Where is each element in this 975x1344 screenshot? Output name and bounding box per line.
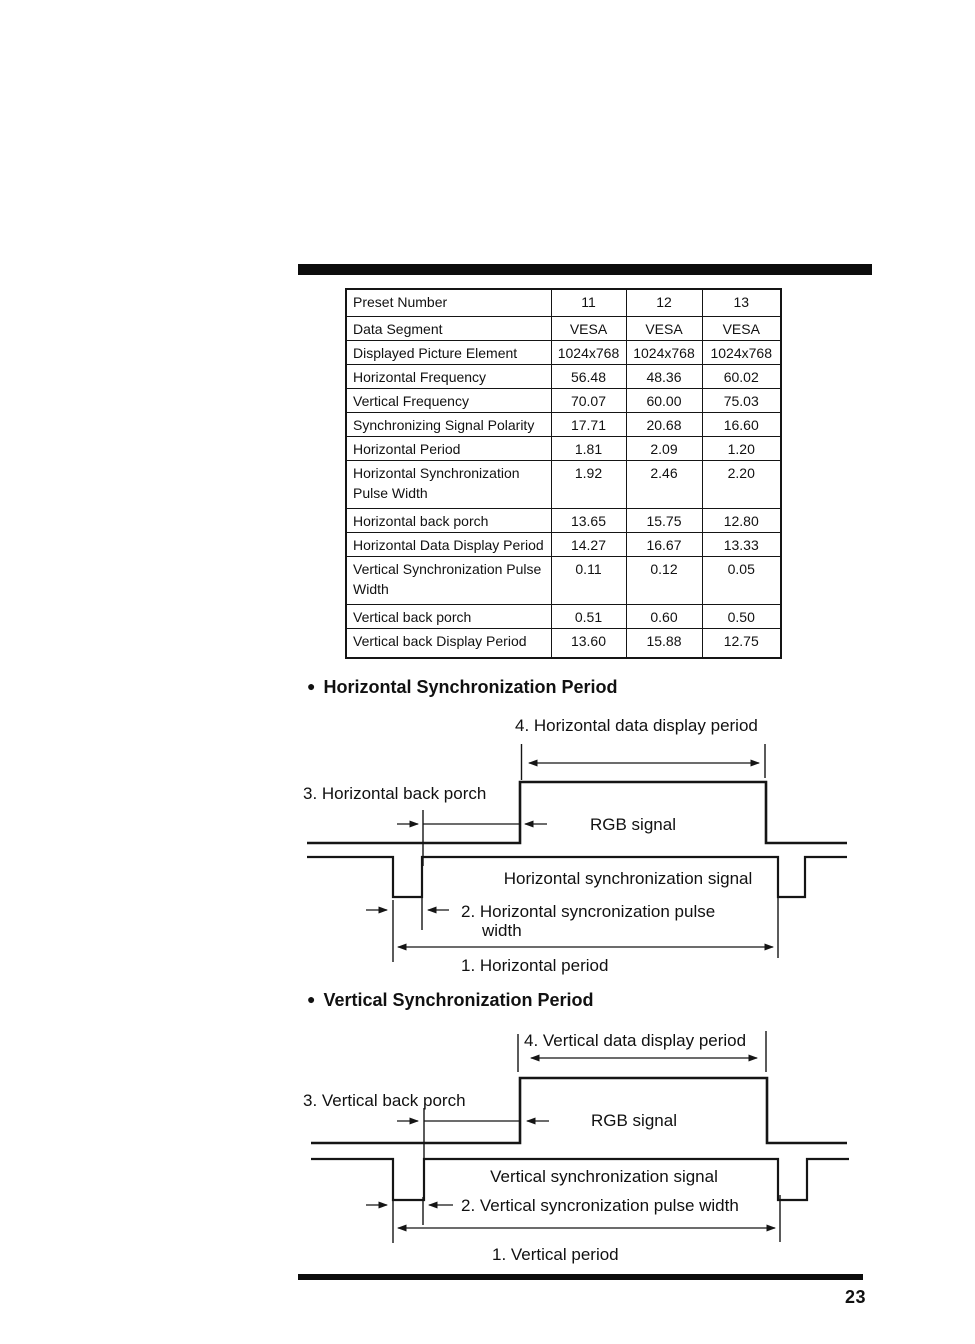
- vertical-sync-diagram: 4. Vertical data display period RGB sign…: [303, 1031, 849, 1264]
- table-cell-label: Horizontal Period: [345, 435, 552, 461]
- bullet-icon: ●: [307, 991, 316, 1007]
- section-heading-vertical: ● Vertical Synchronization Period: [307, 990, 594, 1011]
- table-cell-value: 12.75: [701, 627, 782, 659]
- table-row: Data Segment VESA VESA VESA: [345, 315, 782, 341]
- section-title: Horizontal Synchronization Period: [323, 677, 618, 697]
- table-cell-value: 1024x768: [625, 339, 703, 365]
- label-h-pulse-width-line1: 2. Horizontal syncronization pulse: [461, 902, 715, 921]
- table-cell-value: 15.75: [625, 507, 703, 533]
- table-cell-value: VESA: [550, 315, 627, 341]
- table-cell-value: 2.46: [625, 459, 703, 509]
- table-row: Horizontal Frequency 56.48 48.36 60.02: [345, 363, 782, 389]
- table-cell-value: 0.11: [550, 555, 627, 605]
- table-cell-value: 1.92: [550, 459, 627, 509]
- table-cell-value: 16.67: [625, 531, 703, 557]
- table-cell-value: 1.20: [701, 435, 782, 461]
- bullet-icon: ●: [307, 678, 316, 694]
- table-cell-value: VESA: [625, 315, 703, 341]
- table-cell-value: 1.81: [550, 435, 627, 461]
- label-rgb-signal: RGB signal: [590, 815, 676, 834]
- table-cell-value: 2.09: [625, 435, 703, 461]
- table-cell-value: 13.60: [550, 627, 627, 659]
- table-cell-label: Vertical back Display Period: [345, 627, 552, 659]
- table-row: Vertical Frequency 70.07 60.00 75.03: [345, 387, 782, 413]
- table-cell-label: Vertical back porch: [345, 603, 552, 629]
- table-cell-label: Vertical Frequency: [345, 387, 552, 413]
- rgb-waveform: [311, 1076, 847, 1145]
- table-cell-value: 17.71: [550, 411, 627, 437]
- table-row: Horizontal Synchronization Pulse Width 1…: [345, 459, 782, 509]
- label-h-period: 1. Horizontal period: [461, 956, 608, 975]
- table-cell-value: 13: [701, 288, 782, 317]
- table-cell-value: 13.33: [701, 531, 782, 557]
- horizontal-sync-diagram: 4. Horizontal data display period RGB si…: [303, 716, 847, 975]
- table-cell-label: Preset Number: [345, 288, 552, 317]
- table-cell-value: 0.51: [550, 603, 627, 629]
- label-v-pulse-width: 2. Vertical syncronization pulse width: [461, 1196, 739, 1215]
- table-cell-label: Displayed Picture Element: [345, 339, 552, 365]
- table-cell-value: 13.65: [550, 507, 627, 533]
- table-row: Preset Number 11 12 13: [345, 288, 782, 317]
- table-cell-label: Data Segment: [345, 315, 552, 341]
- table-row: Vertical Synchronization Pulse Width 0.1…: [345, 555, 782, 605]
- sync-waveform: [311, 1157, 849, 1202]
- table-row: Horizontal Data Display Period 14.27 16.…: [345, 531, 782, 557]
- label-v-back-porch: 3. Vertical back porch: [303, 1091, 466, 1110]
- sync-waveform: [307, 855, 847, 899]
- table-cell-value: 48.36: [625, 363, 703, 389]
- section-heading-horizontal: ● Horizontal Synchronization Period: [307, 677, 618, 698]
- table-row: Vertical back Display Period 13.60 15.88…: [345, 627, 782, 659]
- label-v-period: 1. Vertical period: [492, 1245, 619, 1264]
- label-v-data-display-period: 4. Vertical data display period: [524, 1031, 746, 1050]
- table-cell-label: Horizontal back porch: [345, 507, 552, 533]
- table-cell-value: 15.88: [625, 627, 703, 659]
- label-h-pulse-width-line2: width: [481, 921, 522, 940]
- table-row: Horizontal Period 1.81 2.09 1.20: [345, 435, 782, 461]
- table-cell-value: 0.50: [701, 603, 782, 629]
- rgb-waveform: [307, 780, 847, 845]
- table-cell-value: 1024x768: [701, 339, 782, 365]
- section-title: Vertical Synchronization Period: [323, 990, 594, 1010]
- table-cell-value: 75.03: [701, 387, 782, 413]
- page-number: 23: [844, 1287, 866, 1307]
- table-cell-value: 2.20: [701, 459, 782, 509]
- preset-timing-table: Preset Number 11 12 13 Data Segment VESA…: [345, 288, 782, 659]
- label-h-back-porch: 3. Horizontal back porch: [303, 784, 486, 803]
- table-cell-label: Synchronizing Signal Polarity: [345, 411, 552, 437]
- table-cell-value: 56.48: [550, 363, 627, 389]
- table-cell-value: 14.27: [550, 531, 627, 557]
- table-cell-label: Horizontal Frequency: [345, 363, 552, 389]
- table-cell-value: VESA: [701, 315, 782, 341]
- table-cell-label: Vertical Synchronization Pulse Width: [345, 555, 552, 605]
- table-row: Vertical back porch 0.51 0.60 0.50: [345, 603, 782, 629]
- table-cell-value: 12: [625, 288, 703, 317]
- label-h-sync-signal: Horizontal synchronization signal: [504, 869, 753, 888]
- table-cell-value: 1024x768: [550, 339, 627, 365]
- table-row: Horizontal back porch 13.65 15.75 12.80: [345, 507, 782, 533]
- table-cell-value: 60.02: [701, 363, 782, 389]
- table-cell-value: 12.80: [701, 507, 782, 533]
- label-v-sync-signal: Vertical synchronization signal: [490, 1167, 718, 1186]
- table-row: Displayed Picture Element 1024x768 1024x…: [345, 339, 782, 365]
- table-cell-value: 0.12: [625, 555, 703, 605]
- table-cell-value: 20.68: [625, 411, 703, 437]
- table-cell-label: Horizontal Data Display Period: [345, 531, 552, 557]
- label-h-data-display-period: 4. Horizontal data display period: [515, 716, 758, 735]
- bottom-rule: [298, 1274, 863, 1280]
- label-rgb-signal: RGB signal: [591, 1111, 677, 1130]
- table-cell-value: 60.00: [625, 387, 703, 413]
- top-rule: [298, 264, 872, 275]
- table-cell-value: 70.07: [550, 387, 627, 413]
- table-cell-label: Horizontal Synchronization Pulse Width: [345, 459, 552, 509]
- table-cell-value: 0.60: [625, 603, 703, 629]
- table-cell-value: 11: [550, 288, 627, 317]
- table-cell-value: 16.60: [701, 411, 782, 437]
- table-cell-value: 0.05: [701, 555, 782, 605]
- table-row: Synchronizing Signal Polarity 17.71 20.6…: [345, 411, 782, 437]
